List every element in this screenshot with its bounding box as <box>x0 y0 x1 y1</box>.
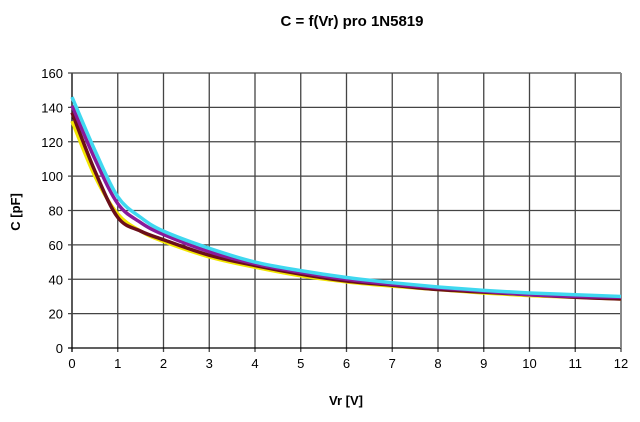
y-tick-label: 40 <box>49 272 63 287</box>
y-tick-label: 140 <box>41 100 63 115</box>
y-tick-label: 20 <box>49 307 63 322</box>
x-tick-label: 12 <box>614 356 628 371</box>
series-group <box>70 96 622 301</box>
x-tick-label: 10 <box>522 356 536 371</box>
x-tick-label: 1 <box>114 356 121 371</box>
x-tick-label: 3 <box>206 356 213 371</box>
x-tick-label: 5 <box>297 356 304 371</box>
x-tick-label: 4 <box>251 356 258 371</box>
series-line-4 <box>70 96 622 299</box>
y-tick-label: 120 <box>41 135 63 150</box>
x-tick-label: 2 <box>160 356 167 371</box>
chart-title: C = f(Vr) pro 1N5819 <box>281 13 424 30</box>
grid <box>68 72 622 352</box>
y-axis-label: C [pF] <box>8 193 23 231</box>
y-tick-label: 160 <box>41 66 63 81</box>
y-tick-label: 60 <box>49 238 63 253</box>
x-tick-label: 6 <box>343 356 350 371</box>
x-tick-label: 11 <box>569 356 583 371</box>
x-tick-label: 7 <box>389 356 396 371</box>
y-tick-label: 100 <box>41 169 63 184</box>
x-axis-label: Vr [V] <box>329 393 363 408</box>
y-tick-label: 80 <box>49 204 63 219</box>
x-tick-label: 8 <box>434 356 441 371</box>
x-tick-label: 0 <box>68 356 75 371</box>
x-tick-label: 9 <box>480 356 487 371</box>
y-tick-label: 0 <box>56 341 63 356</box>
